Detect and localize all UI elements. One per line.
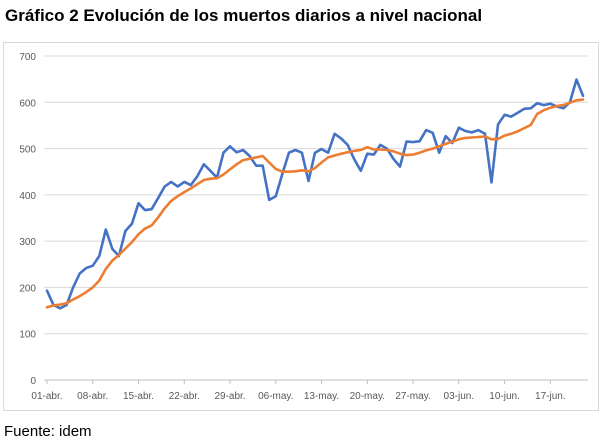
line-chart: 0 100 200 300 400 500 600 700 01-abr. 08-abr. 15-a… xyxy=(19,52,588,402)
moving-average-line xyxy=(45,98,585,309)
x-tick-label: 03-jun. xyxy=(444,391,475,402)
y-tick-label: 0 xyxy=(30,376,36,387)
x-tick-label: 06-may. xyxy=(258,391,293,402)
y-tick-label: 600 xyxy=(19,98,36,109)
y-tick-label: 400 xyxy=(19,191,36,202)
daily-deaths-line xyxy=(45,78,585,310)
chart-frame: 0 100 200 300 400 500 600 700 01-abr. 08-abr. 15-a… xyxy=(3,42,599,411)
x-tick-label: 22-abr. xyxy=(169,391,200,402)
x-tick-label: 20-may. xyxy=(350,391,385,402)
y-tick-label: 700 xyxy=(19,52,36,63)
x-tick-label: 17-jun. xyxy=(535,391,566,402)
y-tick-label: 100 xyxy=(19,330,36,341)
y-tick-label: 500 xyxy=(19,145,36,156)
y-tick-label: 300 xyxy=(19,237,36,248)
x-tick-label: 27-may. xyxy=(395,391,430,402)
x-tick-label: 10-jun. xyxy=(489,391,520,402)
x-tick-label: 01-abr. xyxy=(31,391,62,402)
page-title: Gráfico 2 Evolución de los muertos diari… xyxy=(5,6,483,25)
x-tick-label: 13-may. xyxy=(304,391,339,402)
y-tick-label: 200 xyxy=(19,283,36,294)
source-note: Fuente: idem xyxy=(4,423,92,440)
x-tick-label: 15-abr. xyxy=(123,391,154,402)
x-tick-label: 29-abr. xyxy=(214,391,245,402)
x-tick-label: 08-abr. xyxy=(77,391,108,402)
